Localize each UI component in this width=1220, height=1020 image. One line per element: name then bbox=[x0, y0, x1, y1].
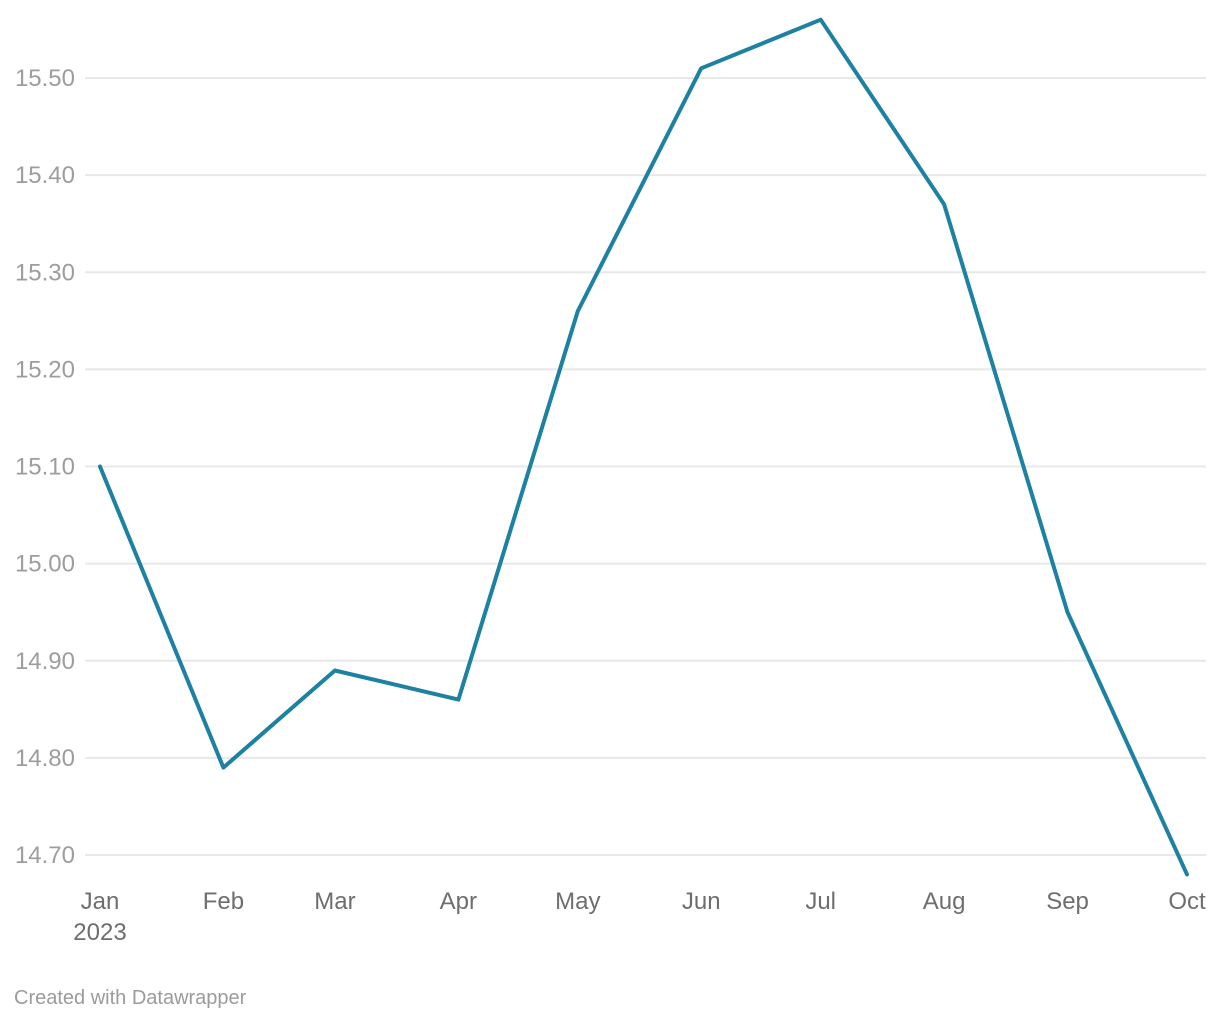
x-tick-label: Jan bbox=[81, 888, 120, 915]
data-line bbox=[98, 17, 1189, 877]
x-tick-label: May bbox=[555, 888, 600, 915]
y-tick-label: 15.30 bbox=[15, 259, 75, 286]
y-tick-label: 15.10 bbox=[15, 454, 75, 481]
chart-footer: Created with Datawrapper bbox=[14, 986, 246, 1010]
y-tick-label: 15.00 bbox=[15, 551, 75, 578]
x-tick-label: Apr bbox=[440, 888, 477, 915]
gridlines bbox=[85, 77, 1206, 856]
x-axis-labels: Jan 2023 Feb Mar Apr May Jun Jul Aug Sep Oct bbox=[73, 888, 1206, 946]
y-tick-label: 14.70 bbox=[15, 842, 75, 869]
x-tick-label: Jun bbox=[682, 888, 721, 915]
y-tick-label: 14.80 bbox=[15, 745, 75, 772]
y-tick-label: 15.40 bbox=[15, 162, 75, 189]
x-tick-label: Oct bbox=[1168, 888, 1206, 915]
y-tick-label: 15.50 bbox=[15, 65, 75, 92]
x-tick-label: Mar bbox=[314, 888, 355, 915]
x-tick-label: Aug bbox=[923, 888, 966, 915]
x-tick-label: Jul bbox=[805, 888, 836, 915]
y-tick-label: 15.20 bbox=[15, 356, 75, 383]
attribution-text: Created with Datawrapper bbox=[14, 987, 247, 1009]
y-axis-labels: 15.50 15.40 15.30 15.20 15.10 15.00 14.90 14.80… bbox=[15, 65, 75, 869]
y-tick-label: 14.90 bbox=[15, 648, 75, 675]
x-tick-sublabel: 2023 bbox=[73, 919, 126, 946]
chart-plot: 15.50 15.40 15.30 15.20 15.10 15.00 14.90 14.80… bbox=[15, 17, 1206, 946]
chart-canvas: 15.50 15.40 15.30 15.20 15.10 15.00 14.90 14.80… bbox=[15, 17, 1206, 946]
x-tick-label: Sep bbox=[1046, 888, 1089, 915]
x-tick-label: Feb bbox=[203, 888, 244, 915]
